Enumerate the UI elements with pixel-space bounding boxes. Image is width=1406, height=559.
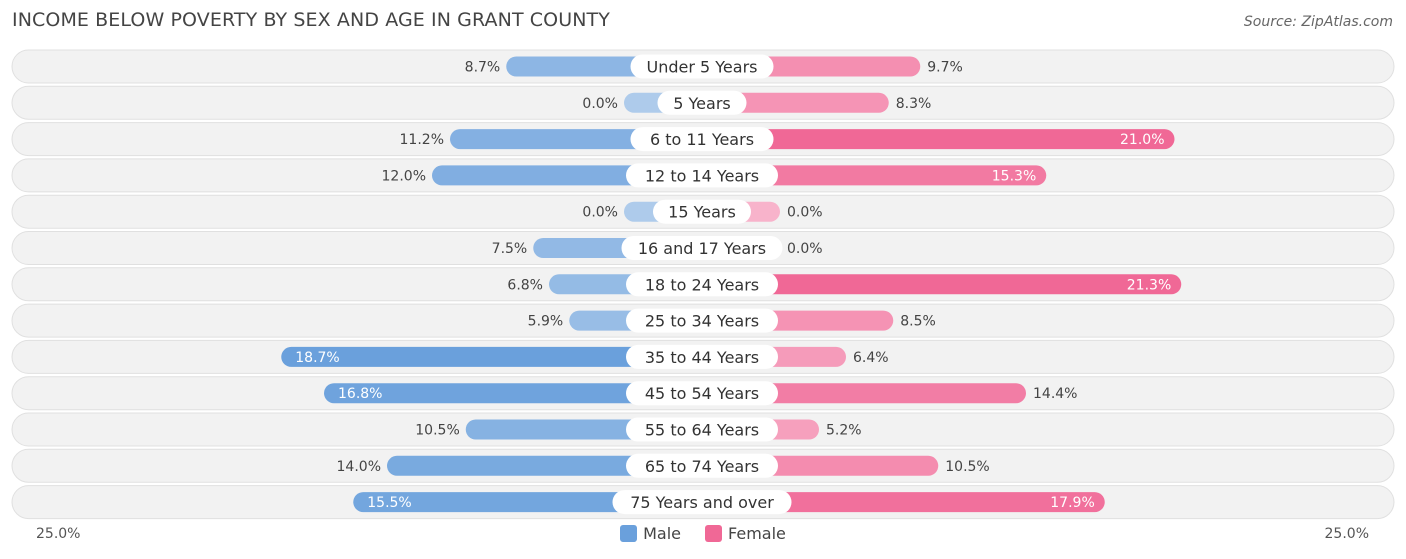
value-label-male: 18.7%	[295, 350, 339, 366]
category-pill	[626, 453, 778, 478]
bar-female	[702, 129, 1175, 150]
legend: Male Female	[0, 524, 1406, 543]
category-pill	[626, 344, 778, 369]
value-label-male: 6.8%	[507, 277, 543, 293]
bar-male	[387, 455, 702, 476]
category-label: 15 Years	[668, 203, 736, 222]
value-label-female: 17.9%	[1050, 495, 1094, 511]
legend-label-male: Male	[643, 524, 682, 543]
category-pill	[630, 54, 774, 79]
value-label-female: 21.0%	[1120, 132, 1164, 148]
value-label-female: 9.7%	[927, 60, 963, 76]
value-label-female: 21.3%	[1127, 277, 1171, 293]
category-pill	[626, 381, 778, 406]
bar-female	[702, 165, 1047, 186]
axis-right-label: 25.0%	[1324, 526, 1369, 542]
value-label-male: 0.0%	[582, 205, 618, 221]
axis-left-label: 25.0%	[36, 526, 81, 542]
category-pill	[653, 199, 751, 224]
category-label: 55 to 64 Years	[645, 421, 759, 440]
value-label-male: 14.0%	[337, 459, 381, 475]
value-label-male: 5.9%	[528, 314, 564, 330]
value-label-female: 8.5%	[900, 314, 936, 330]
value-label-male: 8.7%	[465, 60, 501, 76]
category-label: 75 Years and over	[630, 493, 774, 512]
legend-swatch-male	[620, 525, 638, 542]
category-label: 35 to 44 Years	[645, 348, 759, 367]
chart-title: INCOME BELOW POVERTY BY SEX AND AGE IN G…	[12, 9, 610, 31]
legend-label-female: Female	[728, 524, 786, 543]
value-label-female: 5.2%	[826, 423, 862, 439]
category-label: 65 to 74 Years	[645, 457, 759, 476]
category-pill	[626, 417, 778, 442]
value-label-male: 10.5%	[415, 423, 459, 439]
category-label: 45 to 54 Years	[645, 384, 759, 403]
value-label-female: 14.4%	[1033, 386, 1077, 402]
category-pill	[630, 127, 774, 152]
value-label-female: 8.3%	[896, 96, 932, 112]
bar-male	[281, 346, 702, 367]
bar-female	[702, 383, 1026, 404]
diverging-bar-chart: 8.7% 9.7% Under 5 Years 0.0% 8.3% 5 Years 11.2…	[11, 49, 1395, 520]
category-pill	[626, 163, 778, 188]
category-label: 16 and 17 Years	[638, 239, 766, 258]
category-pill	[612, 490, 792, 515]
value-label-male: 16.8%	[338, 386, 382, 402]
bar-male	[324, 383, 702, 404]
category-label: 6 to 11 Years	[650, 130, 754, 149]
value-label-male: 15.5%	[367, 495, 411, 511]
bar-female	[702, 492, 1105, 513]
category-pill	[657, 90, 747, 115]
value-label-female: 15.3%	[992, 168, 1036, 184]
value-label-female: 0.0%	[787, 241, 823, 257]
category-label: 12 to 14 Years	[645, 166, 759, 185]
source-credit: Source: ZipAtlas.com	[1243, 14, 1393, 30]
value-label-female: 0.0%	[787, 205, 823, 221]
legend-item-male: Male	[620, 524, 681, 543]
bar-female	[702, 274, 1182, 295]
category-label: 25 to 34 Years	[645, 312, 759, 331]
category-pill	[626, 272, 778, 297]
value-label-male: 11.2%	[400, 132, 444, 148]
value-label-male: 7.5%	[492, 241, 528, 257]
category-label: 5 Years	[673, 94, 730, 113]
legend-item-female: Female	[705, 524, 786, 543]
value-label-male: 0.0%	[582, 96, 618, 112]
category-label: Under 5 Years	[647, 58, 758, 77]
value-label-female: 6.4%	[853, 350, 889, 366]
bar-female	[702, 92, 889, 113]
value-label-male: 12.0%	[382, 168, 426, 184]
legend-swatch-female	[705, 525, 723, 542]
category-pill	[621, 236, 783, 260]
value-label-female: 10.5%	[945, 459, 989, 475]
category-pill	[626, 308, 778, 333]
category-label: 18 to 24 Years	[645, 275, 759, 294]
